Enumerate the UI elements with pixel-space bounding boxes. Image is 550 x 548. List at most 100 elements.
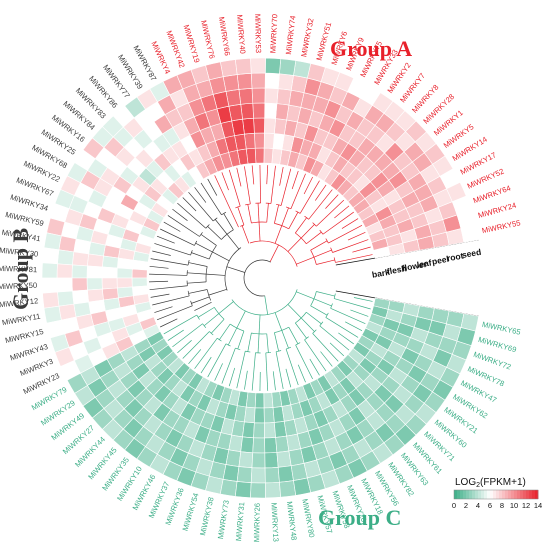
tree-leaf-MiWRKY39 — [200, 182, 222, 216]
tree-stem-2-32 — [313, 298, 332, 307]
tree-stem-1-8 — [195, 242, 213, 253]
tree-stem-2-30 — [310, 305, 328, 316]
tree-leaf-MiWRKY19 — [228, 169, 241, 207]
tree-leaf-MiWRKY55 — [335, 254, 373, 263]
heatmap-cell-MiWRKY73-seed — [219, 478, 238, 497]
tree-stem-0-2 — [313, 249, 332, 258]
tree-branch-1-20 — [190, 300, 193, 306]
tree-group-stem-0 — [269, 244, 279, 263]
heatmap-cell-MiWRKY53-seed — [250, 57, 266, 74]
legend-swatch — [514, 490, 518, 499]
heatmap-cell-MiWRKY74-leaf — [275, 103, 290, 121]
tree-stem-1-0 — [223, 213, 234, 231]
heatmap-cell-MiWRKY30-bark — [131, 259, 149, 271]
heatmap-cell-MiWRKY31-root — [236, 466, 253, 484]
tree-leaf-MiWRKY4 — [214, 175, 231, 211]
tissue-label-leaf: leaf — [416, 257, 432, 269]
heatmap-cell-MiWRKY53-peel — [251, 87, 266, 104]
tree-leaf-MiWRKY2 — [315, 184, 327, 201]
tree-clade-stem-2-18 — [274, 312, 283, 331]
legend-swatch — [481, 490, 485, 499]
tree-branch-0-8 — [312, 222, 317, 227]
tree-leaf-MiWRKY10 — [200, 356, 212, 374]
tree-leaf-MiWRKY83 — [182, 197, 197, 212]
legend-swatch — [520, 490, 524, 499]
tree-branch-0-16 — [276, 203, 282, 206]
tree-group-stem-1 — [226, 266, 245, 273]
heatmap-cell-MiWRKY31-leaf — [240, 436, 254, 454]
tree-group-arc-0 — [249, 240, 298, 267]
tree-leaf-MiWRKY50 — [149, 280, 169, 283]
tree-leaf-MiWRKY24 — [352, 246, 371, 253]
heatmap-cell-MiWRKY32-seed — [293, 60, 312, 79]
tree-stem-1-18 — [188, 289, 208, 294]
tree-stem-2-12 — [247, 332, 252, 352]
tree-leaf-MiWRKY6 — [291, 170, 299, 190]
legend-swatch — [463, 490, 467, 499]
legend-tick-label: 0 — [452, 501, 456, 510]
tree-stem-0-22 — [247, 204, 252, 224]
legend-swatch — [496, 490, 500, 499]
gene-label-MiWRKY53: MiWRKY53 — [253, 14, 263, 53]
gene-label-MiWRKY31: MiWRKY31 — [234, 502, 246, 542]
tree-clade-stem-1-6 — [212, 251, 230, 262]
tree-leaf-MiWRKY73 — [244, 370, 248, 390]
heatmap-cell-MiWRKY50-seed — [41, 277, 58, 294]
heatmap-cell-MiWRKY50-root — [56, 277, 73, 293]
tree-clade-0-0 — [310, 250, 317, 265]
tree-clade-stem-2-24 — [287, 304, 302, 319]
gene-label-MiWRKY65: MiWRKY65 — [481, 320, 521, 337]
heatmap-cell-MiWRKY41-root — [58, 235, 77, 253]
tree-stem-2-4 — [211, 319, 225, 334]
heatmap-cell-MiWRKY13-leaf — [264, 437, 278, 454]
tree-stem-1-10 — [191, 252, 210, 260]
tree-leaf-MiWRKY32 — [279, 166, 284, 186]
tree-stem-0-10 — [295, 217, 307, 234]
tree-branch-2-0 — [196, 314, 200, 320]
tree-branch-0-10 — [304, 215, 309, 220]
group-b-title: Group B — [8, 228, 33, 310]
color-legend: LOG2(FPKM+1) 0 2 4 6 8 10 12 14 — [452, 477, 542, 510]
gene-label-MiWRKY73: MiWRKY73 — [216, 499, 231, 539]
tree-clade-0-24 — [240, 224, 245, 227]
tree-leaf-MiWRKY56 — [309, 358, 320, 376]
tree-stem-0-8 — [300, 224, 315, 239]
tree-leaf-MiWRKY60 — [319, 325, 350, 351]
tree-leaf-MiWRKY31 — [251, 352, 256, 391]
heatmap-cell-MiWRKY12-seed — [42, 291, 60, 309]
heatmap-cell-MiWRKY70-root — [264, 72, 280, 90]
tree-leaf-MiWRKY46 — [207, 343, 227, 378]
tree-leaf-MiWRKY58 — [285, 348, 299, 386]
legend-swatch — [490, 490, 494, 499]
tree-leaf-MiWRKY18 — [295, 344, 313, 380]
tree-leaf-MiWRKY51 — [280, 168, 292, 206]
heatmap-cell-MiWRKY30-seed — [42, 247, 60, 265]
heatmap-cell-MiWRKY48-root — [277, 465, 294, 483]
legend-title: LOG2(FPKM+1) — [455, 477, 526, 489]
heatmap-cell-MiWRKY26-bark — [254, 392, 265, 409]
heatmap-cell-MiWRKY31-peel — [238, 451, 254, 469]
tree-leaf-MiWRKY43 — [154, 306, 173, 313]
tree-leaf-MiWRKY13 — [265, 352, 269, 391]
tree-leaf-MiWRKY87 — [207, 178, 218, 196]
heatmap-cell-MiWRKY74-flower — [274, 118, 287, 136]
tree-leaf-MiWRKY41 — [150, 258, 189, 266]
tree-clade-2-30 — [310, 291, 317, 306]
tree-branch-2-18 — [276, 350, 282, 353]
tree-leaf-MiWRKY62 — [325, 317, 359, 338]
legend-swatch — [508, 490, 512, 499]
legend-swatch — [532, 490, 536, 499]
legend-swatch — [517, 490, 521, 499]
tree-stem-2-0 — [197, 307, 215, 318]
tree-leaf-MiWRKY66 — [244, 166, 251, 204]
tree-leaf-MiWRKY76 — [236, 167, 242, 187]
tree-stem-2-14 — [257, 333, 260, 353]
legend-swatch — [511, 490, 515, 499]
tree-clade-stem-2-30 — [296, 291, 315, 300]
tree-leaf-MiWRKY47 — [344, 321, 363, 331]
heatmap-cell-MiWRKY26-peel — [251, 452, 266, 469]
tree-leaf-MiWRKY40 — [251, 165, 255, 185]
tree-leaf-MiWRKY9 — [290, 173, 306, 209]
legend-frame — [453, 489, 539, 500]
